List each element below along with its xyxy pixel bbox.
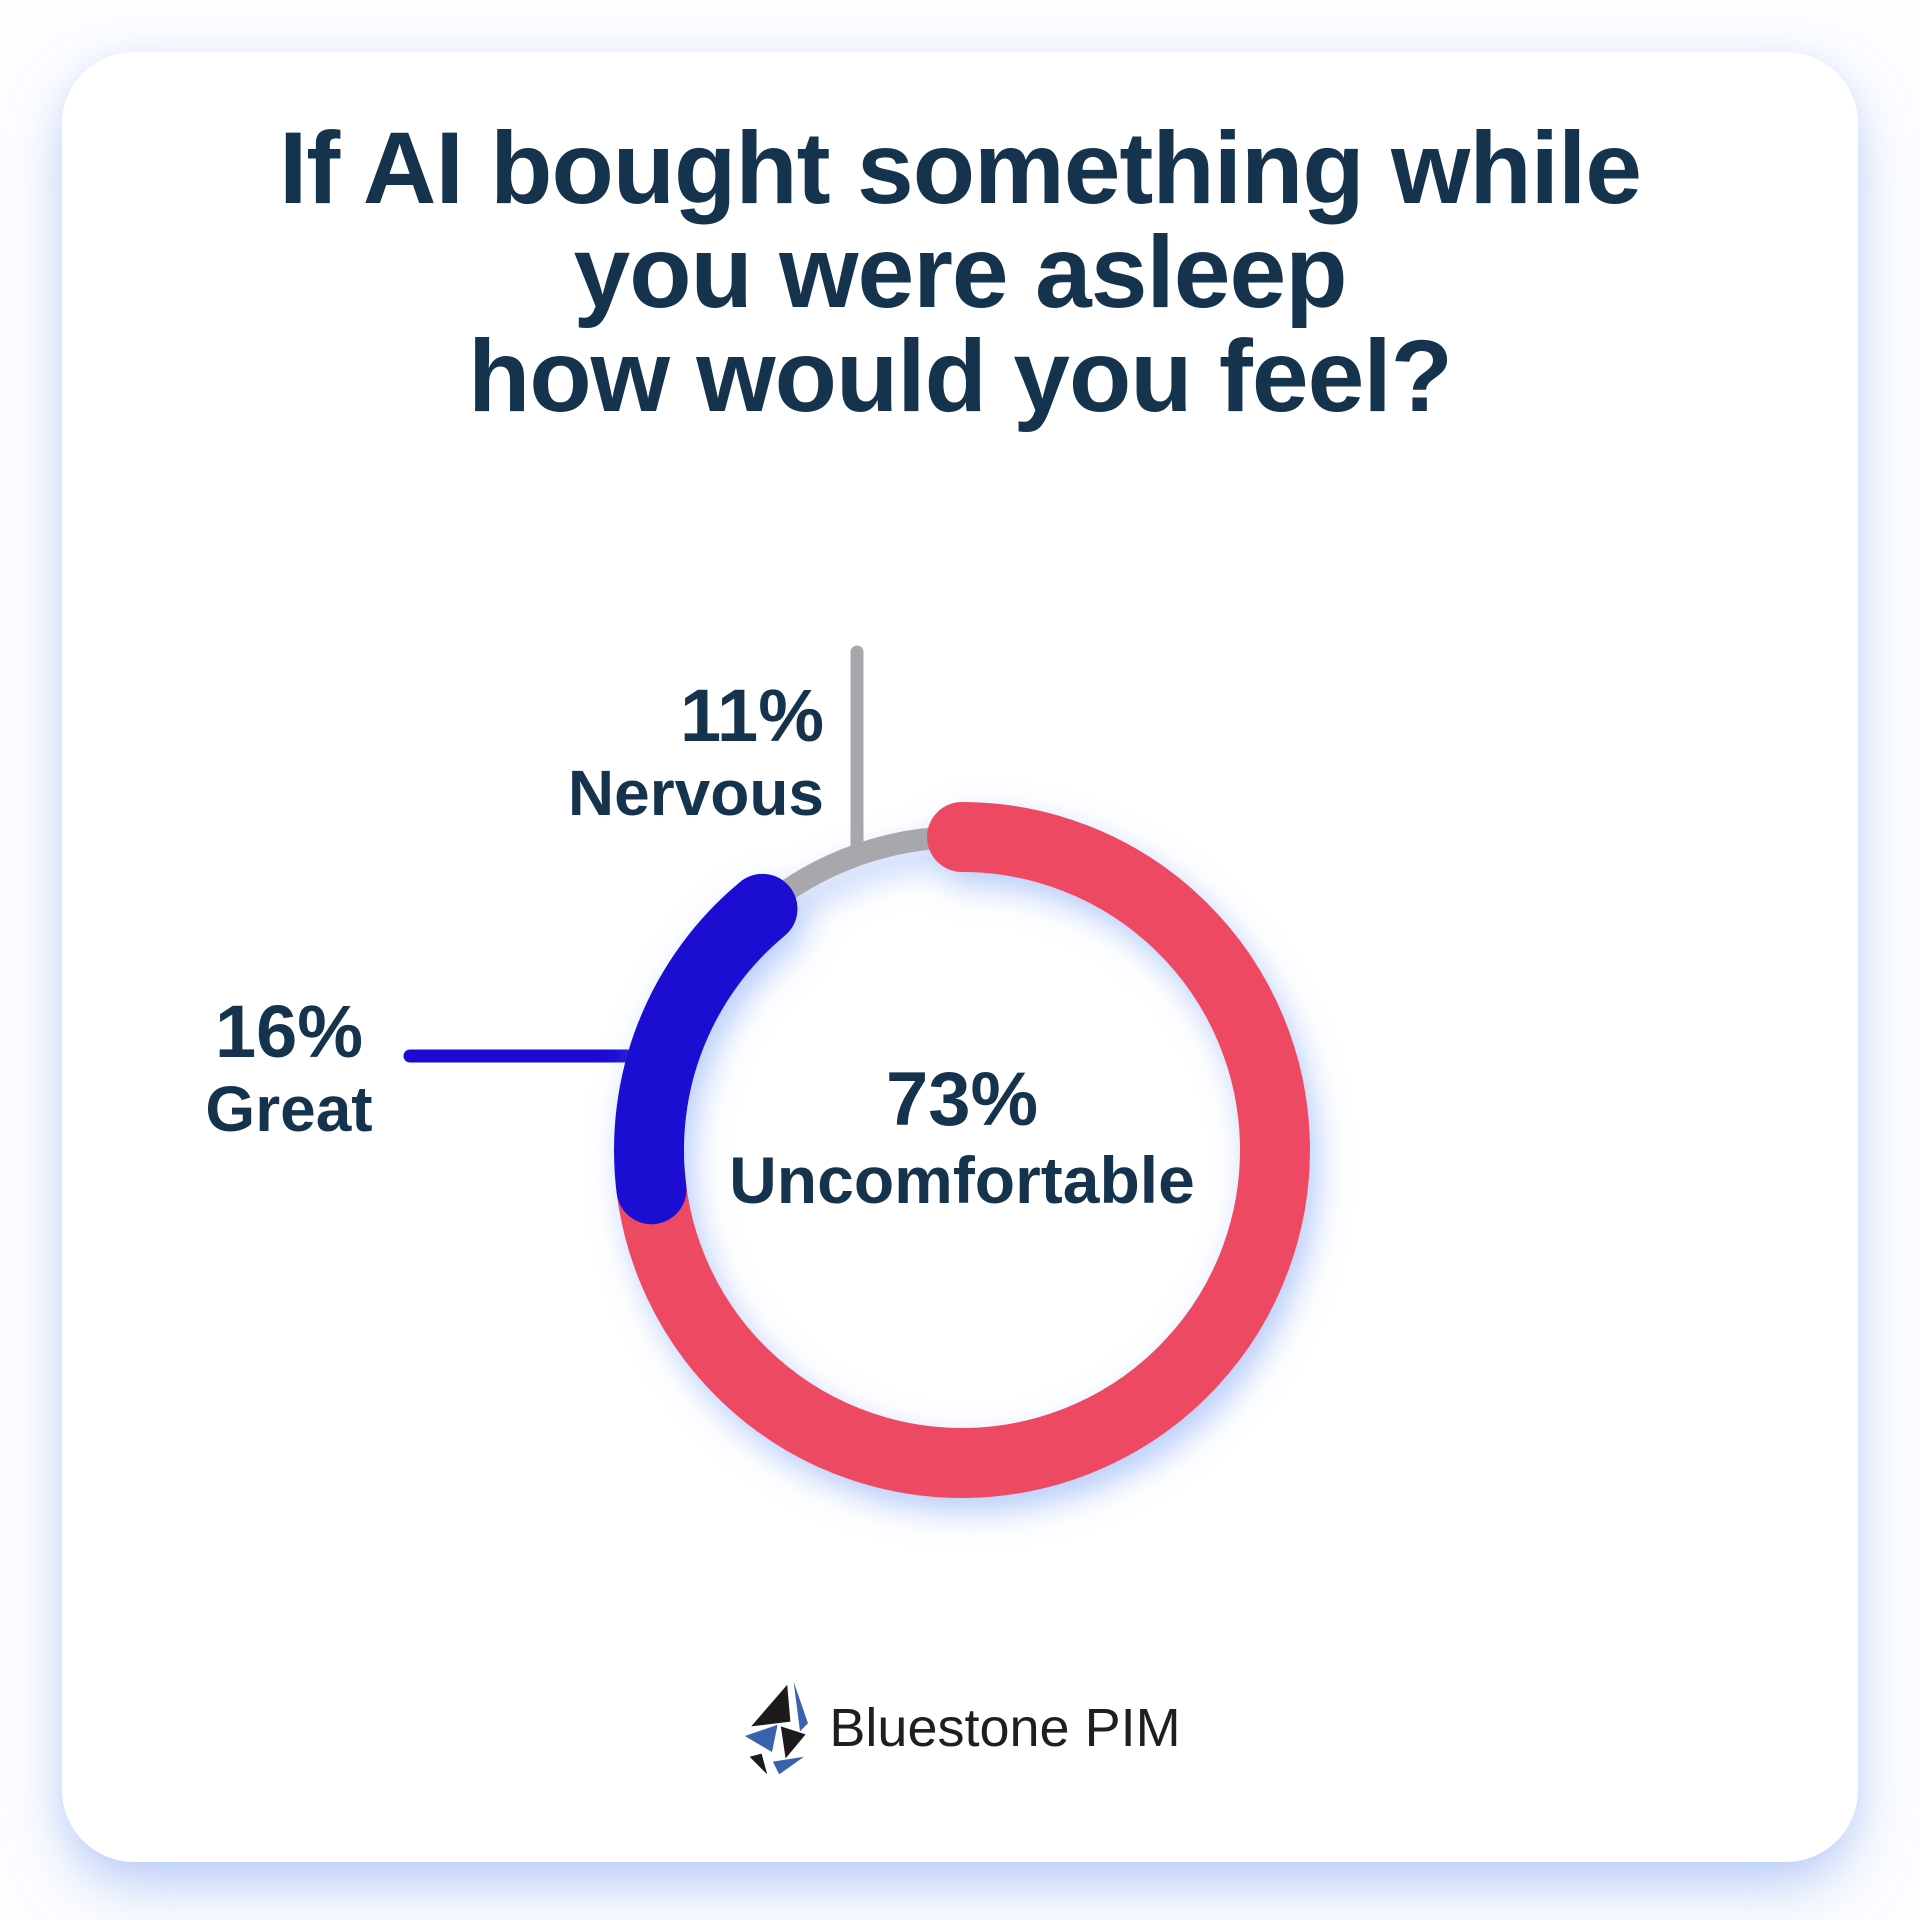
uncomfortable-percent: 73%: [885, 1057, 1039, 1142]
label-nervous: 11% Nervous: [420, 676, 824, 830]
title-line-2: you were asleep: [573, 215, 1347, 330]
segment-great: [614, 873, 798, 1225]
title-line-1: If AI bought something while: [278, 111, 1642, 225]
label-uncomfortable: 73% Uncomfortable: [632, 1058, 1292, 1218]
uncomfortable-name: Uncomfortable: [729, 1143, 1195, 1217]
brand-name: Bluestone PIM: [829, 1698, 1181, 1758]
nervous-name: Nervous: [567, 757, 824, 829]
great-percent: 16%: [214, 990, 364, 1073]
label-great: 16% Great: [124, 992, 454, 1146]
page-title: If AI bought something while you were as…: [0, 116, 1920, 428]
bluestone-logo-icon: [745, 1681, 809, 1775]
infographic-card: [62, 52, 1858, 1862]
donut-ring: [614, 802, 1310, 1498]
great-name: Great: [205, 1073, 373, 1145]
brand-logo: Bluestone PIM: [0, 1680, 1920, 1776]
nervous-percent: 11%: [679, 674, 824, 757]
title-line-3: how would you feel?: [468, 319, 1453, 434]
segment-uncomfortable: [614, 802, 1310, 1498]
